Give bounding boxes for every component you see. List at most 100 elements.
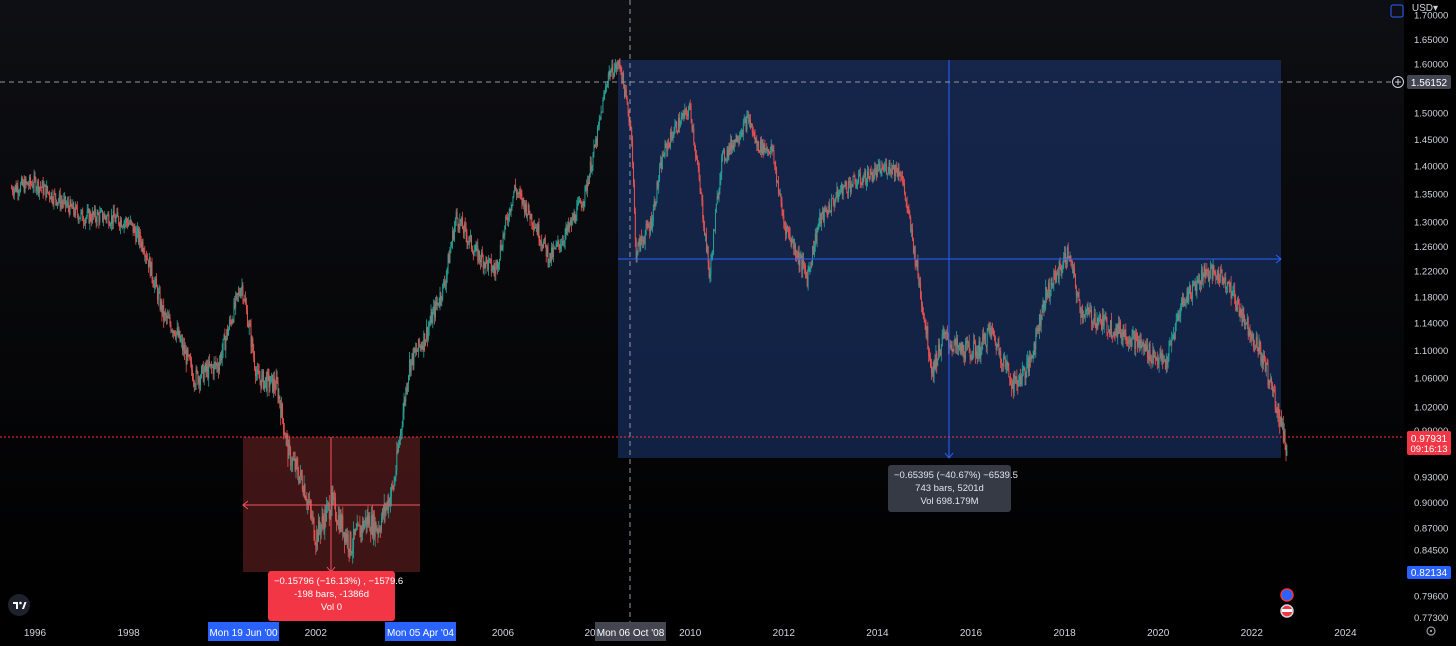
candle-body [1266, 362, 1268, 364]
currency-selector[interactable]: USD▾ [1412, 3, 1438, 14]
candle-body [127, 222, 129, 226]
candle-body [439, 293, 441, 305]
candle-body [654, 201, 656, 207]
candle-body [140, 241, 142, 248]
candle-body [90, 212, 92, 220]
price-axis[interactable] [1404, 0, 1456, 641]
candle-body [1055, 272, 1057, 282]
candle-body [650, 218, 652, 232]
candle-body [120, 219, 121, 228]
candle-body [523, 198, 525, 204]
economic-event-icon[interactable] [1280, 588, 1294, 602]
candle-body [225, 338, 227, 351]
candle-body [989, 328, 991, 330]
candle-body [321, 516, 323, 526]
candle-body [506, 216, 508, 218]
candle-body [21, 178, 23, 186]
candle-body [739, 136, 741, 141]
candle-body [876, 166, 878, 177]
candle-body [294, 459, 296, 470]
candle-body [1077, 292, 1079, 294]
candle-body [1050, 279, 1052, 293]
candle-body [342, 515, 344, 536]
candle-body [33, 175, 35, 187]
candle-body [295, 459, 297, 470]
candle-body [1101, 315, 1103, 330]
candle-body [867, 171, 868, 183]
candle-body [896, 172, 898, 176]
candle-body [117, 212, 119, 217]
candle-body [1209, 267, 1211, 277]
candle-body [1249, 331, 1251, 336]
candle-body [677, 131, 679, 133]
candle-body [678, 117, 680, 128]
candle-body [122, 226, 124, 228]
candle-body [1167, 355, 1169, 365]
candle-body [1140, 339, 1142, 348]
candle-body [290, 448, 292, 466]
candle-body [486, 257, 488, 261]
candle-body [598, 119, 600, 126]
candle-body [733, 139, 735, 149]
candle-body [570, 219, 571, 225]
candle-body [1158, 357, 1160, 365]
candle-body [1258, 341, 1260, 352]
candle-body [852, 175, 854, 187]
price-axis-scale-icon[interactable] [1390, 4, 1404, 18]
candle-body [943, 333, 945, 335]
candle-body [385, 506, 387, 513]
y-tick-label: 1.40000 [1414, 162, 1448, 173]
candle-body [1083, 316, 1085, 317]
candle-body [475, 245, 477, 251]
settings-gear-icon[interactable] [1426, 626, 1436, 636]
tradingview-logo-icon[interactable] [7, 594, 31, 616]
candle-body [426, 327, 427, 340]
candle-body [150, 261, 152, 276]
candle-body [289, 443, 291, 449]
candle-body [1117, 323, 1119, 338]
candle-body [97, 212, 99, 215]
candle-body [597, 127, 598, 145]
candle-body [1227, 281, 1228, 287]
candle-body [432, 311, 434, 324]
candle-body [866, 182, 868, 185]
candle-body [389, 498, 391, 506]
candle-body [164, 312, 166, 320]
candle-body [1217, 270, 1219, 280]
candle-body [888, 162, 890, 172]
candle-body [533, 225, 535, 229]
currency-label: USD [1411, 3, 1433, 14]
candle-body [408, 375, 409, 384]
candle-body [390, 485, 392, 497]
candle-body [795, 245, 796, 256]
candle-body [1138, 340, 1140, 348]
candle-body [450, 247, 452, 252]
candle-body [1229, 282, 1231, 287]
y-tick-label: 0.84500 [1414, 546, 1448, 557]
candle-body [906, 202, 908, 207]
candle-body [483, 262, 485, 269]
candle-body [87, 209, 89, 211]
candle-body [1281, 422, 1283, 426]
candle-body [246, 309, 248, 327]
candle-body [796, 256, 798, 258]
candle-body [383, 504, 385, 516]
add-alert-icon[interactable] [1392, 76, 1404, 88]
candle-body [921, 304, 923, 313]
candle-body [42, 181, 44, 195]
candle-body [219, 354, 221, 362]
candle-body [1143, 342, 1145, 352]
candle-body [1279, 418, 1281, 426]
candle-body [748, 114, 750, 122]
candle-body [777, 181, 778, 183]
candle-body [956, 338, 958, 346]
candle-body [1139, 339, 1141, 348]
candle-body [1021, 369, 1023, 379]
candle-body [813, 246, 815, 255]
candle-body [16, 186, 18, 192]
candle-body [1224, 277, 1226, 279]
time-axis[interactable] [0, 622, 1404, 641]
candle-body [662, 154, 664, 157]
